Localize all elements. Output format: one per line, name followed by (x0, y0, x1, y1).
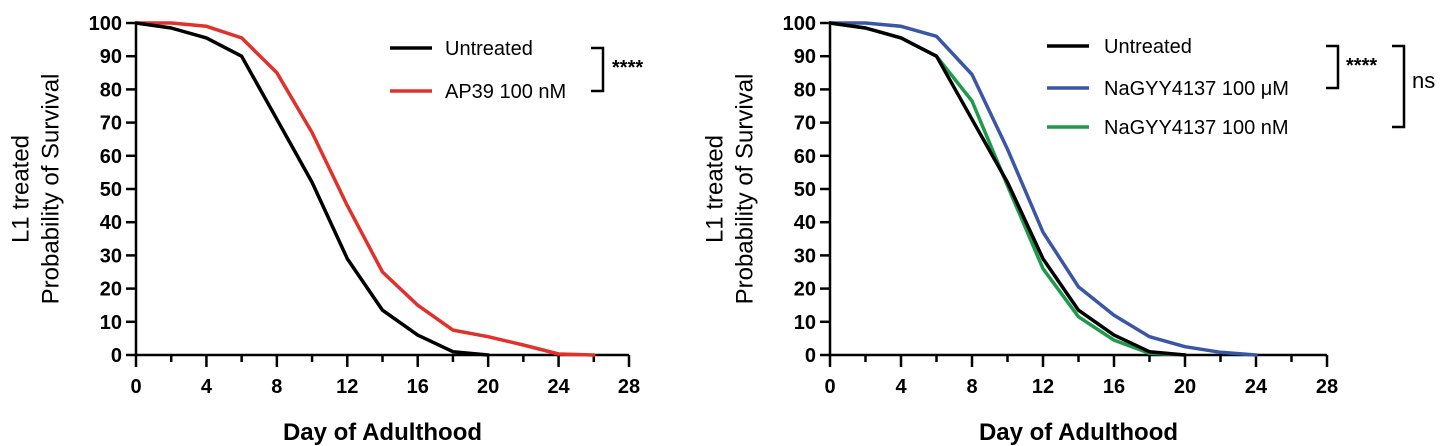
p0-y-tick-label-90: 90 (100, 46, 122, 68)
p1-x-axis-title: Day of Adulthood (979, 419, 1178, 446)
p1-y-tick-label-10: 10 (794, 312, 816, 334)
survival-panel-nagyy4137: 0 10 20 30 40 50 60 70 80 90 100 0 4 8 12 16 20 24 28 Day o… (701, 13, 1435, 446)
p0-significance-label-1: **** (612, 57, 643, 79)
p1-significance-label-2: ns (1412, 68, 1435, 93)
p0-legend-label-ap39-100-nm: AP39 100 nM (445, 81, 566, 103)
p1-significance-bracket-2 (1392, 44, 1406, 129)
p1-x-tick-label-0: 0 (824, 376, 835, 398)
p0-x-tick-label-4: 4 (201, 376, 213, 398)
p1-x-tick-label-24: 24 (1245, 376, 1268, 398)
p1-legend-label-untreated: Untreated (1104, 36, 1192, 58)
p0-y-tick-label-70: 70 (100, 113, 122, 135)
p0-x-tick-label-16: 16 (407, 376, 429, 398)
p0-y-tick-label-20: 20 (100, 279, 122, 301)
p0-y-tick-label-60: 60 (100, 146, 122, 168)
p0-y-tick-label-80: 80 (100, 79, 122, 101)
p0-y-tick-label-10: 10 (100, 312, 122, 334)
p1-y-tick-label-0: 0 (805, 345, 816, 367)
p1-y-tick-label-70: 70 (794, 113, 816, 135)
p0-y-axis-title-line-1: L1 treated (7, 135, 34, 243)
p1-significance-label-1: **** (1346, 55, 1377, 77)
p0-legend-label-untreated: Untreated (445, 38, 533, 60)
p1-x-tick-label-20: 20 (1174, 376, 1196, 398)
p1-series-line-untreated (828, 21, 1187, 357)
p1-x-tick-label-8: 8 (966, 376, 977, 398)
p1-legend-label-nagyy4137-100-m: NaGYY4137 100 μM (1104, 78, 1289, 100)
p1-legend-label-nagyy4137-100-nm: NaGYY4137 100 nM (1104, 117, 1289, 139)
p0-x-tick-label-0: 0 (130, 376, 141, 398)
p0-x-tick-label-12: 12 (336, 376, 358, 398)
p0-x-tick-label-24: 24 (547, 376, 570, 398)
p1-series-line-nagyy4137-100-nm (828, 21, 1187, 357)
p0-y-tick-label-50: 50 (100, 179, 122, 201)
p1-y-axis-title-line-2: Probability of Survival (731, 74, 758, 305)
p0-x-axis-title: Day of Adulthood (283, 419, 482, 446)
p1-y-tick-label-50: 50 (794, 179, 816, 201)
p1-x-tick-label-28: 28 (1316, 376, 1338, 398)
p0-series-line-ap39-100-nm (134, 21, 596, 357)
p0-y-tick-label-0: 0 (111, 345, 122, 367)
p1-y-tick-label-100: 100 (783, 13, 816, 35)
p1-x-tick-label-4: 4 (895, 376, 907, 398)
p0-y-tick-label-30: 30 (100, 245, 122, 267)
p1-significance-bracket-1 (1326, 44, 1340, 90)
p1-y-tick-label-90: 90 (794, 46, 816, 68)
p0-x-tick-label-8: 8 (271, 376, 282, 398)
p1-series-line-nagyy4137-100-m (828, 21, 1258, 357)
p1-y-tick-label-40: 40 (794, 212, 816, 234)
p0-y-tick-label-100: 100 (89, 13, 122, 35)
p0-x-tick-label-28: 28 (618, 376, 640, 398)
p1-y-tick-label-60: 60 (794, 146, 816, 168)
p0-y-tick-label-40: 40 (100, 212, 122, 234)
p1-y-tick-label-30: 30 (794, 245, 816, 267)
p1-y-tick-label-20: 20 (794, 279, 816, 301)
p1-x-tick-label-16: 16 (1103, 376, 1125, 398)
p0-x-tick-label-20: 20 (477, 376, 499, 398)
p1-x-tick-label-12: 12 (1032, 376, 1054, 398)
p0-series-line-untreated (134, 21, 490, 357)
p1-y-axis-title-line-1: L1 treated (701, 135, 728, 243)
p1-y-tick-label-80: 80 (794, 79, 816, 101)
p0-y-axis-title-line-2: Probability of Survival (37, 74, 64, 305)
p0-significance-bracket-1 (591, 46, 605, 93)
survival-panel-ap39: 0 10 20 30 40 50 60 70 80 90 100 0 4 8 12 16 20 24 28 Day o… (7, 13, 643, 446)
